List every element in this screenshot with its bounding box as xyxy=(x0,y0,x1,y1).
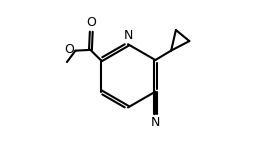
Text: N: N xyxy=(123,29,133,42)
Text: O: O xyxy=(64,43,74,56)
Text: N: N xyxy=(151,116,160,129)
Text: O: O xyxy=(86,16,96,30)
